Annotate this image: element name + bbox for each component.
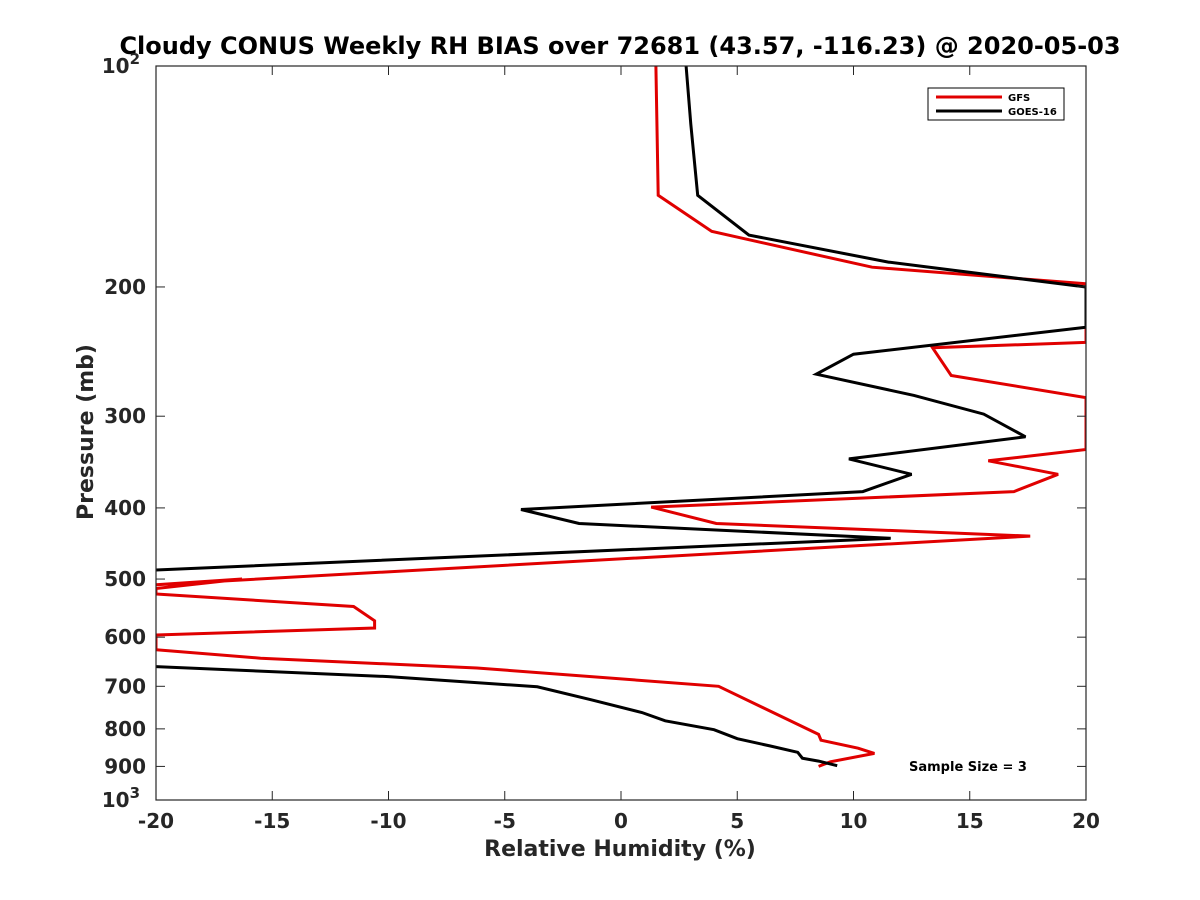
y-tick-label: 900	[104, 754, 146, 778]
chart-title: Cloudy CONUS Weekly RH BIAS over 72681 (…	[119, 32, 1120, 60]
y-tick-label: 500	[104, 567, 146, 591]
x-tick-label: -15	[254, 809, 290, 833]
series-line-goes-16	[156, 665, 838, 768]
legend: GFS GOES-16	[927, 87, 1065, 121]
legend-label: GOES-16	[1008, 107, 1057, 118]
y-tick-label: 300	[104, 404, 146, 428]
x-axis-label: Relative Humidity (%)	[484, 837, 756, 862]
axis-ticks: -20 -15 -10 -5 0 5 10 15 20 102 200 300 400 500 600 700…	[102, 50, 1100, 833]
x-tick-label: 10	[840, 809, 868, 833]
x-tick-label: 5	[730, 809, 744, 833]
legend-label: GFS	[1008, 93, 1030, 104]
y-tick-label: 102	[102, 50, 140, 78]
plot-lines	[156, 66, 1086, 768]
x-tick-label: 15	[956, 809, 984, 833]
plot-axes-frame	[155, 65, 1087, 801]
y-tick-label: 700	[104, 674, 146, 698]
y-tick-label: 600	[104, 625, 146, 649]
y-tick-label: 400	[104, 496, 146, 520]
y-axis-label: Pressure (mb)	[74, 344, 99, 520]
x-tick-label: -10	[370, 809, 406, 833]
series-line-goes-16	[156, 66, 1086, 572]
x-tick-label: 0	[614, 809, 628, 833]
x-tick-label: -5	[494, 809, 516, 833]
x-tick-label: 20	[1072, 809, 1100, 833]
y-tick-label: 200	[104, 275, 146, 299]
sample-size-annotation: Sample Size = 3	[909, 760, 1027, 775]
series-line-gfs	[156, 66, 1086, 768]
y-tick-label: 800	[104, 717, 146, 741]
y-tick-label: 103	[102, 784, 140, 812]
x-tick-label: -20	[138, 809, 174, 833]
legend-box	[927, 87, 1065, 121]
